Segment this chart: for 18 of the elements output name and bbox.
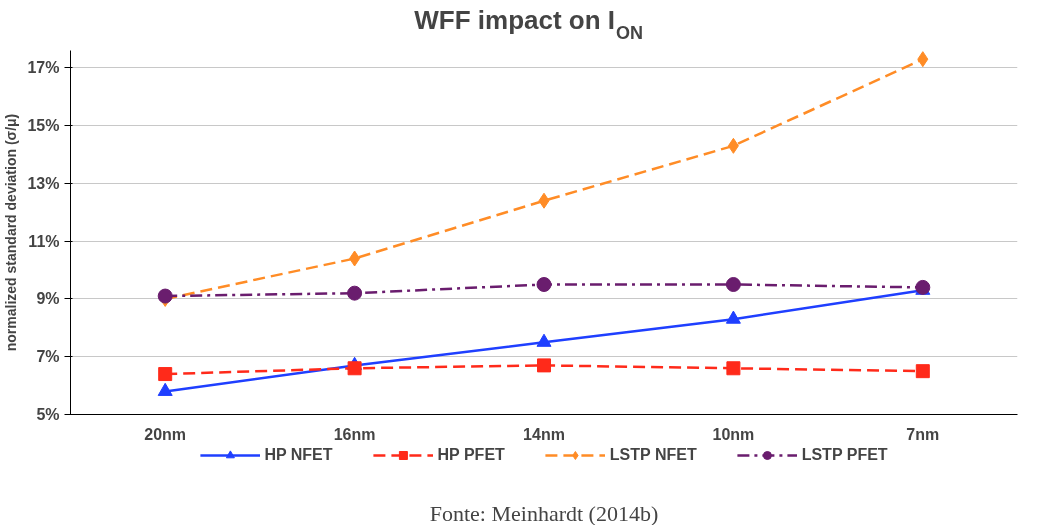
y-tick-label: 5%	[36, 406, 60, 423]
x-tick-label: 16nm	[333, 425, 376, 443]
y-tick-label: 17%	[27, 59, 60, 77]
y-tick-label: 7%	[36, 348, 60, 366]
y-axis-title: normalized standard deviation (σ/μ)	[3, 113, 20, 352]
x-tick-label: 14nm	[523, 425, 565, 443]
y-tick-label: 11%	[28, 232, 60, 250]
x-tick-label: 10nm	[712, 425, 755, 443]
legend-label: LSTP NFET	[609, 446, 697, 464]
x-tick-label: 20nm	[144, 425, 187, 443]
x-tick-label: 7nm	[906, 425, 940, 443]
y-tick-label: 15%	[27, 117, 60, 135]
legend-label: HP PFET	[437, 446, 505, 464]
y-tick-label: 13%	[27, 174, 60, 192]
legend-label: HP NFET	[264, 446, 333, 464]
legend-label: LSTP PFET	[801, 446, 888, 464]
y-tick-label: 9%	[36, 290, 60, 308]
source-note: Fonte: Meinhardt (2014b)	[429, 500, 659, 525]
